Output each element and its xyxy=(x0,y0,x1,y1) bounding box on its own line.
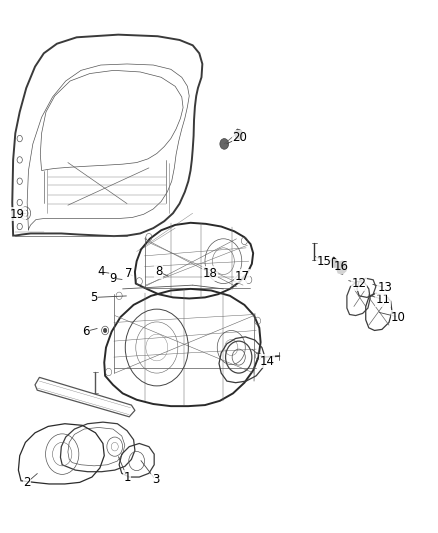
Text: 1: 1 xyxy=(123,471,131,483)
Polygon shape xyxy=(336,261,346,274)
Circle shape xyxy=(103,328,107,333)
Circle shape xyxy=(220,139,229,149)
Text: 8: 8 xyxy=(155,265,162,278)
Text: 14: 14 xyxy=(260,355,275,368)
Text: 16: 16 xyxy=(333,260,348,273)
Text: 7: 7 xyxy=(124,267,132,280)
Text: 5: 5 xyxy=(91,291,98,304)
Text: 3: 3 xyxy=(152,473,159,486)
Text: 17: 17 xyxy=(234,270,249,282)
Text: 12: 12 xyxy=(352,277,367,290)
Polygon shape xyxy=(331,257,337,268)
Text: 15: 15 xyxy=(317,255,332,268)
Text: 18: 18 xyxy=(203,267,218,280)
Text: 2: 2 xyxy=(23,476,31,489)
Text: 13: 13 xyxy=(378,281,393,294)
Text: 4: 4 xyxy=(97,265,105,278)
Text: 20: 20 xyxy=(233,131,247,144)
Text: 11: 11 xyxy=(376,293,391,306)
Polygon shape xyxy=(234,129,243,140)
Text: 19: 19 xyxy=(10,208,25,221)
Text: 9: 9 xyxy=(109,272,117,285)
Text: 10: 10 xyxy=(391,311,406,324)
Text: 6: 6 xyxy=(81,325,89,338)
